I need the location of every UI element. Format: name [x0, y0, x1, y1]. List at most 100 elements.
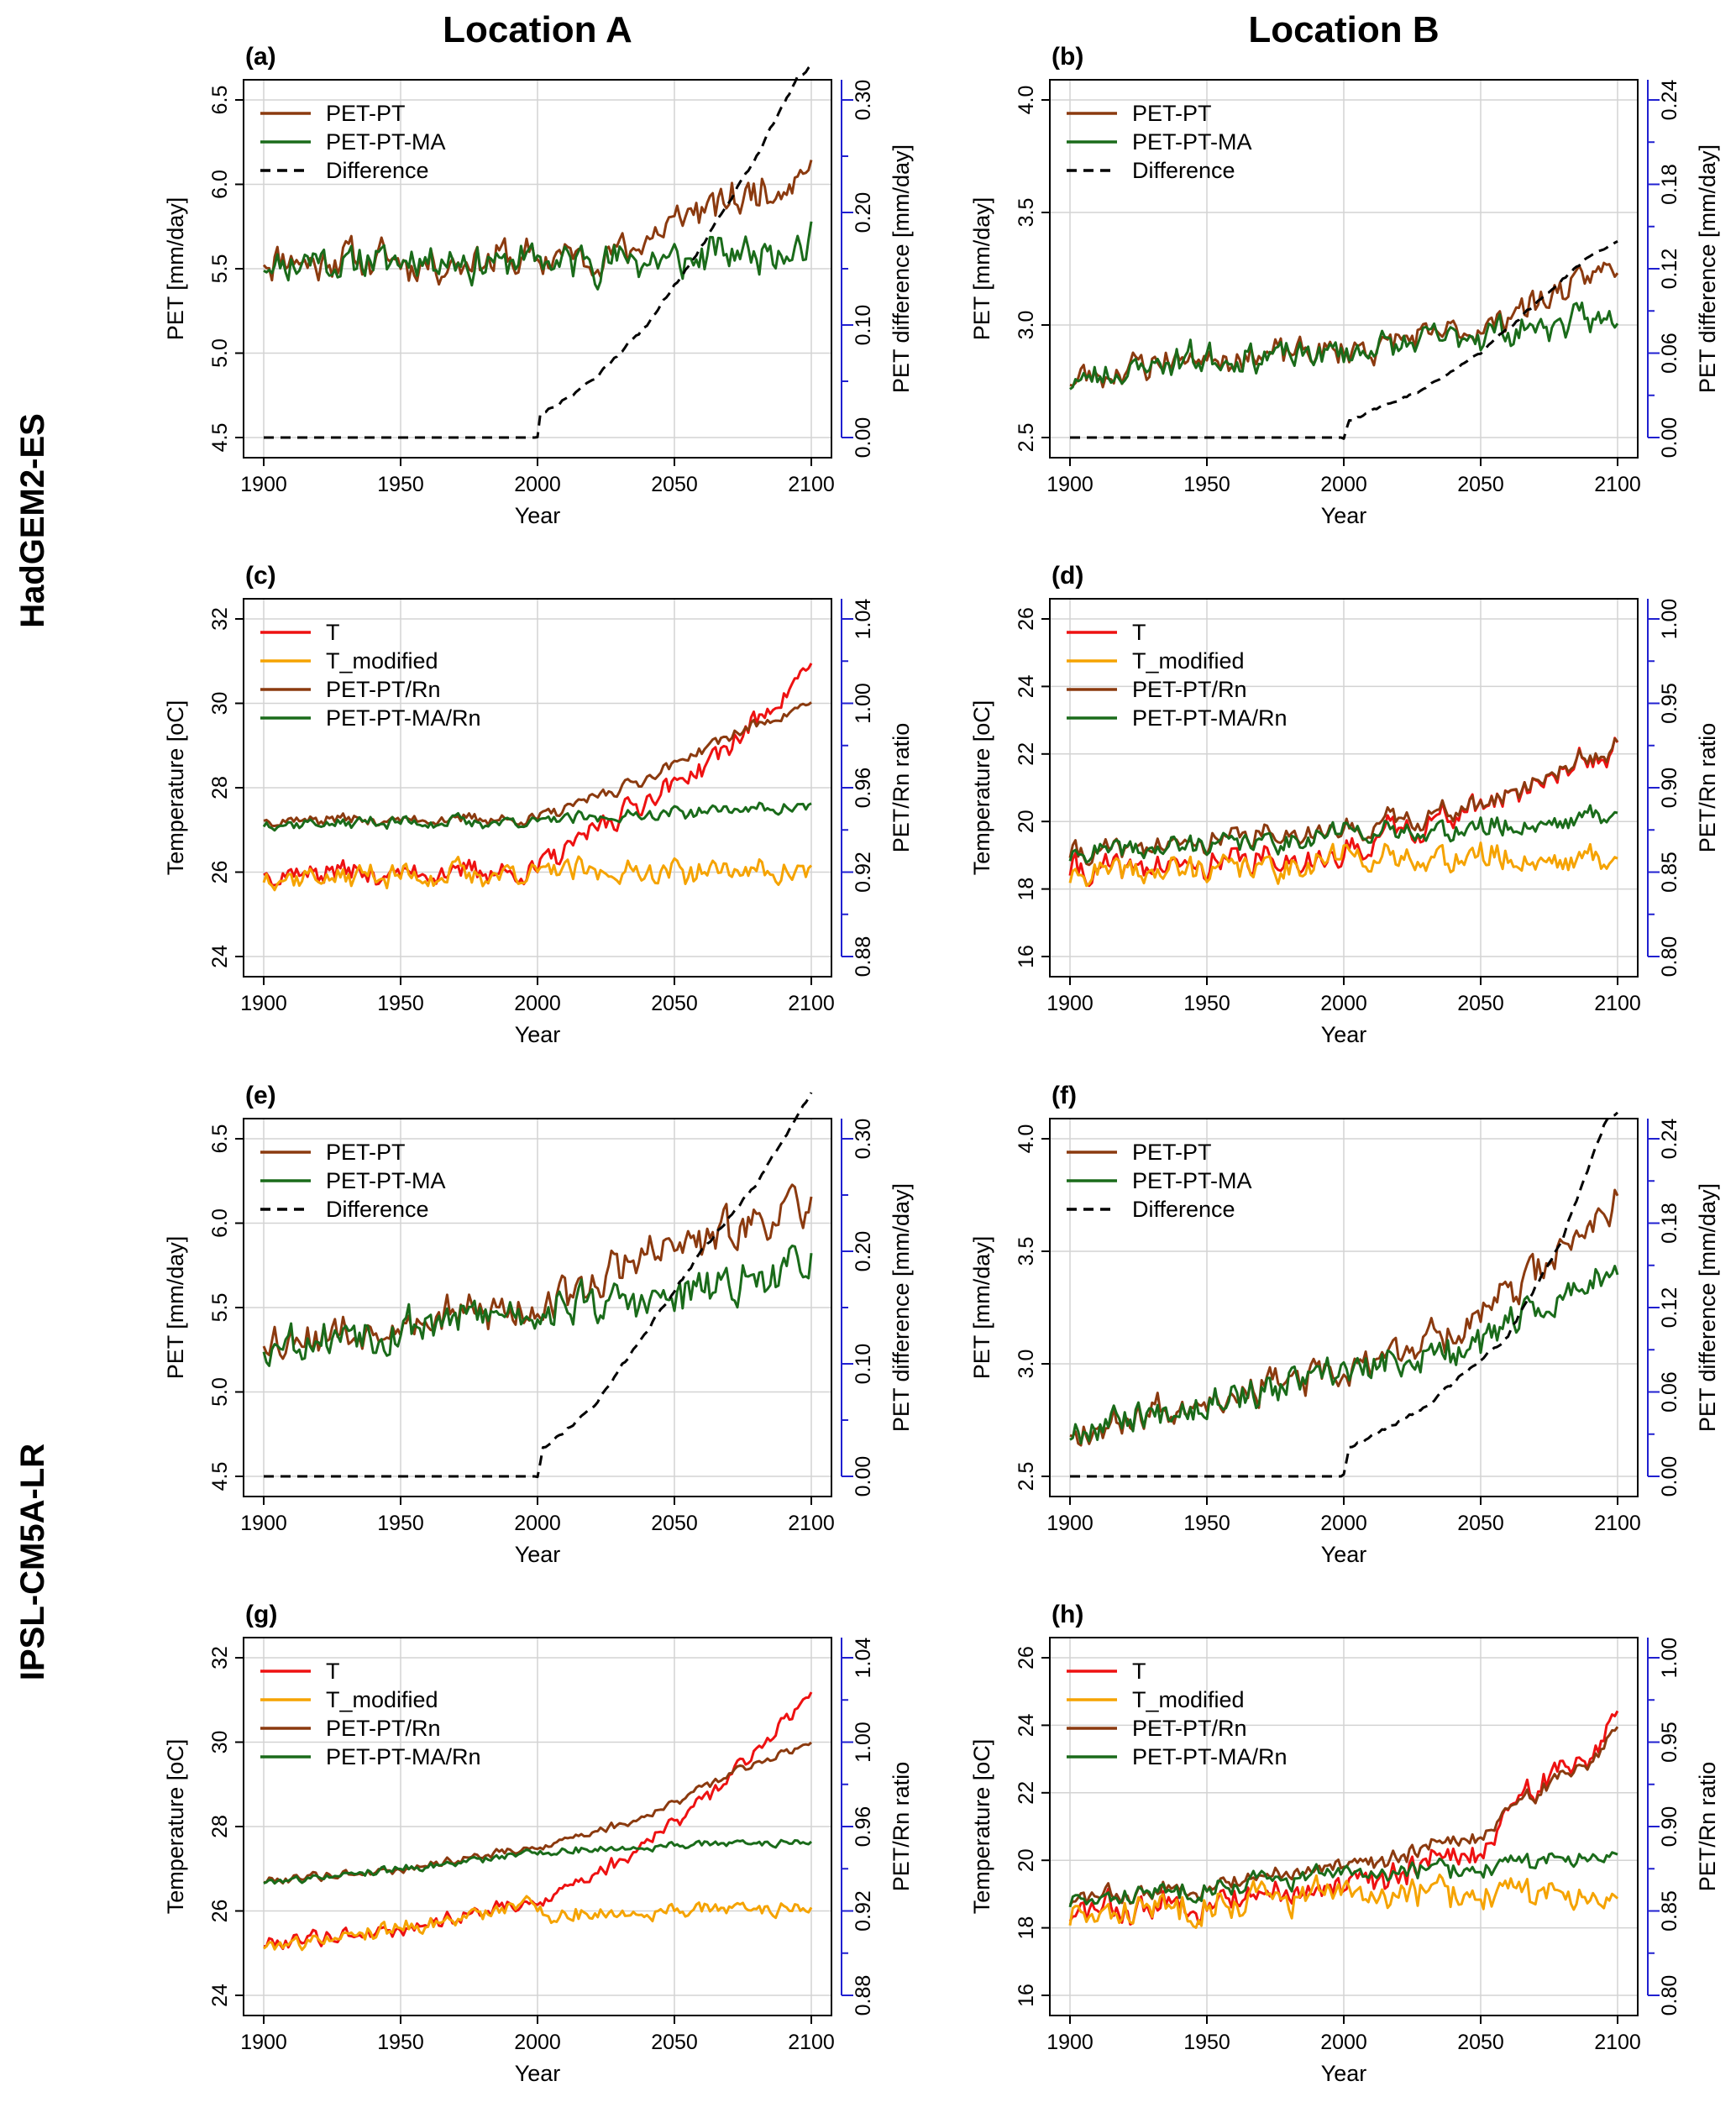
series-line-difference [264, 63, 813, 439]
y2-tick-label: 0.80 [1658, 936, 1681, 978]
chart-panel-d: 16 18 20 22 24 26 Temperature [oC] 0.80 0.85 0.90… [969, 562, 1720, 1047]
y-tick-label: 16 [1015, 1984, 1038, 2007]
legend-a: PET-PT PET-PT-MA Difference [260, 101, 446, 183]
legend-c: T T_modified PET-PT/Rn PET-PT-MA/Rn [260, 620, 481, 731]
column-header-location-b: Location B [1248, 9, 1439, 50]
series-line-pet-pt-ma-rn [263, 1838, 813, 1885]
grid-h [1050, 1638, 1638, 2016]
y-axis-label: Temperature [oC] [969, 700, 994, 876]
y2-axis-label: PET difference [mm/day] [889, 1183, 914, 1432]
y2-tick-label: 0.90 [1658, 768, 1681, 809]
y-tick-label: 5.5 [208, 254, 232, 284]
y-tick-label: 6.5 [208, 86, 232, 115]
y-axis-left-g: 24 26 28 30 32 Temperature [oC] [163, 1646, 244, 2007]
x-tick-label: 2100 [1594, 1512, 1641, 1535]
series-group-g [263, 1691, 813, 1952]
y2-tick-label: 0.88 [852, 936, 875, 978]
x-tick-label: 2050 [651, 473, 698, 496]
series-line-pet-pt-ma [1069, 1265, 1619, 1445]
x-axis-a: 1900 1950 2000 2050 2100 Year [240, 458, 835, 528]
legend-label: PET-PT [326, 101, 406, 126]
x-tick-label: 2050 [1457, 2031, 1504, 2054]
legend-label: PET-PT-MA [1132, 1168, 1252, 1193]
y-tick-label: 6.5 [208, 1124, 232, 1154]
legend-label: T [1132, 1659, 1146, 1684]
y-axis-right-d: 0.80 0.85 0.90 0.95 1.00 PET/Rn ratio [1647, 599, 1720, 978]
y2-tick-label: 0.30 [852, 80, 875, 121]
panel-label: (d) [1052, 562, 1083, 590]
y-axis-label: Temperature [oC] [163, 700, 188, 876]
x-tick-label: 1950 [1183, 992, 1230, 1015]
x-tick-label: 2100 [788, 992, 835, 1015]
x-tick-label: 2000 [1320, 2031, 1367, 2054]
y-tick-label: 24 [1015, 674, 1038, 698]
series-line-pet-pt-rn [1068, 737, 1619, 867]
x-axis-c: 1900 1950 2000 2050 2100 Year [240, 977, 835, 1047]
y2-tick-label: 0.85 [1658, 852, 1681, 893]
column-header-location-a: Location A [443, 9, 632, 50]
series-group-b [1069, 239, 1619, 440]
y2-tick-label: 1.00 [1658, 1638, 1681, 1679]
chart-panel-g: 24 26 28 30 32 Temperature [oC] 0.88 0.92 0.96 1.… [163, 1601, 914, 2086]
y-axis-left-h: 16 18 20 22 24 26 Temperature [oC] [969, 1646, 1050, 2007]
y-tick-label: 24 [208, 1984, 232, 2007]
legend-label: Difference [1132, 158, 1235, 183]
series-group-e [262, 1092, 813, 1479]
y2-tick-label: 0.06 [1658, 1371, 1681, 1413]
chart-panel-b: 2.5 3.0 3.5 4.0 PET [mm/day] 0.00 0.06 0.12 0.18… [969, 43, 1720, 528]
y-tick-label: 28 [208, 1815, 232, 1838]
panel-label: (a) [245, 43, 276, 71]
y-axis-label: PET [mm/day] [163, 197, 188, 341]
y-axis-right-h: 0.80 0.85 0.90 0.95 1.00 PET/Rn ratio [1647, 1638, 1720, 2016]
y-tick-label: 18 [1015, 878, 1038, 901]
x-tick-label: 2050 [651, 992, 698, 1015]
x-tick-label: 1900 [240, 2031, 287, 2054]
x-tick-label: 2100 [788, 473, 835, 496]
x-axis-g: 1900 1950 2000 2050 2100 Year [240, 2016, 835, 2086]
y-tick-label: 20 [1015, 1848, 1038, 1872]
y2-tick-label: 0.12 [1658, 249, 1681, 290]
y-tick-label: 5.0 [208, 338, 232, 368]
y-tick-label: 30 [208, 1731, 232, 1754]
series-line-t-modified [1068, 841, 1618, 888]
series-line-t-modified [263, 1895, 813, 1952]
y2-tick-label: 0.24 [1658, 1119, 1681, 1160]
x-tick-label: 1950 [377, 992, 424, 1015]
legend-label: T_modified [1132, 1687, 1245, 1712]
series-line-pet-pt-rn [263, 701, 812, 827]
y-tick-label: 26 [208, 1900, 232, 1923]
series-line-pet-pt [262, 160, 813, 286]
y-axis-left-a: 4.5 5.0 5.5 6.0 6.5 PET [mm/day] [163, 86, 244, 453]
legend-label: PET-PT-MA [326, 1168, 446, 1193]
y-tick-label: 4.5 [208, 423, 232, 453]
x-axis-label: Year [1321, 503, 1367, 528]
legend-label: PET-PT-MA [1132, 129, 1252, 155]
y-tick-label: 22 [1015, 1781, 1038, 1805]
series-group-a [262, 63, 813, 439]
legend-label: PET-PT-MA/Rn [326, 1744, 481, 1769]
series-line-t [263, 1691, 813, 1951]
y-tick-label: 32 [208, 1646, 232, 1670]
y-tick-label: 3.0 [1015, 1350, 1038, 1379]
legend-label: T_modified [1132, 648, 1245, 674]
x-axis-e: 1900 1950 2000 2050 2100 Year [240, 1497, 835, 1567]
x-tick-label: 2000 [514, 992, 561, 1015]
y-axis-left-d: 16 18 20 22 24 26 Temperature [oC] [969, 607, 1050, 968]
legend-d: T T_modified PET-PT/Rn PET-PT-MA/Rn [1067, 620, 1288, 731]
series-line-t-modified [262, 855, 813, 892]
x-tick-label: 1950 [1183, 473, 1230, 496]
y-tick-label: 30 [208, 692, 232, 716]
x-axis-label: Year [1321, 2061, 1367, 2086]
series-line-t [1068, 1710, 1619, 1926]
x-tick-label: 2100 [1594, 2031, 1641, 2054]
x-tick-label: 2100 [1594, 992, 1641, 1015]
panel-label: (c) [245, 562, 276, 590]
series-line-pet-pt-ma [262, 1245, 813, 1367]
x-tick-label: 2050 [1457, 992, 1504, 1015]
y-axis-left-c: 24 26 28 30 32 Temperature [oC] [163, 607, 244, 968]
y-axis-label: Temperature [oC] [163, 1739, 188, 1915]
y2-tick-label: 0.30 [852, 1119, 875, 1160]
legend-e: PET-PT PET-PT-MA Difference [260, 1140, 446, 1222]
y-axis-right-b: 0.00 0.06 0.12 0.18 0.24 PET difference [mm/d… [1647, 80, 1720, 458]
